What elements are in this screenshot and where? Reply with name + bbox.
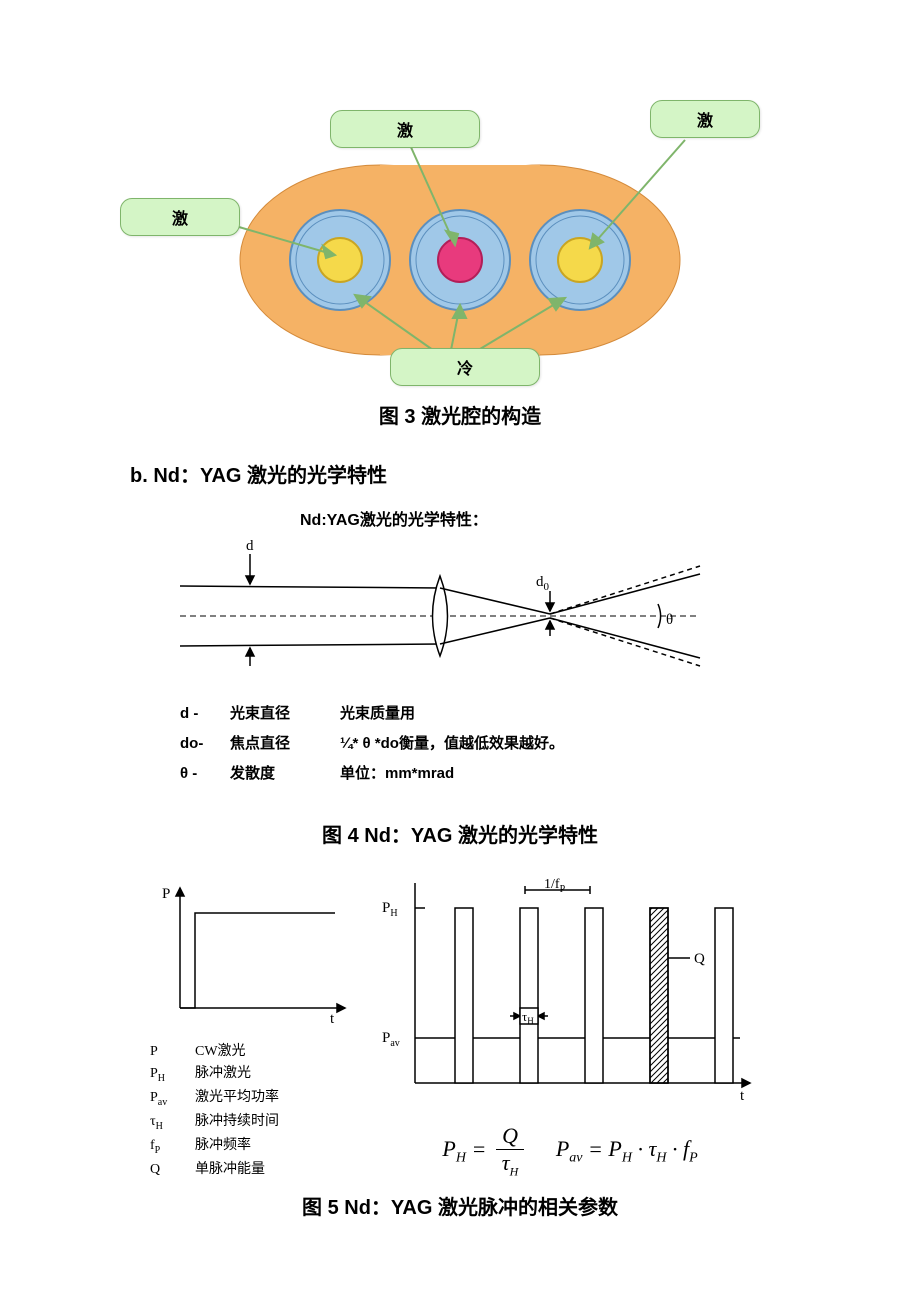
section-b-heading: b. Nd：YAG 激光的光学特性	[130, 459, 830, 488]
figure-5: P t PCW激光PH脉冲激光Pav激光平均功率τH脉冲持续时间fP脉冲频率Q单…	[90, 878, 830, 1220]
callout-cooling: 冷	[390, 348, 540, 386]
formula-frac: Q τH	[496, 1123, 525, 1179]
legend-term: 光束直径	[230, 699, 340, 729]
callout-label: 冷	[457, 361, 473, 378]
legend-row: do- 焦点直径 ¼* θ *do衡量，值越低效果越好。	[180, 729, 740, 759]
legend-text: 脉冲激光	[195, 1063, 251, 1087]
legend-symbol: PH	[150, 1063, 195, 1087]
figure-5-caption: 图 5 Nd：YAG 激光脉冲的相关参数	[90, 1191, 830, 1220]
figure-3-caption: 图 3 激光腔的构造	[90, 400, 830, 429]
legend-text: 单脉冲能量	[195, 1159, 265, 1181]
beam-label-theta: θ	[666, 612, 673, 628]
pulse-formula: PH = Q τH Pav = PH · τH · fP	[370, 1123, 770, 1179]
legend-row: fP脉冲频率	[150, 1135, 370, 1159]
legend-sym: d -	[180, 699, 230, 729]
callout-label: 激	[397, 123, 413, 140]
legend-row: PCW激光	[150, 1041, 370, 1063]
legend-row: θ - 发散度 单位：mm*mrad	[180, 759, 740, 789]
formula-PH: PH	[442, 1136, 466, 1161]
cavity-diagram: 激 激 激 冷	[140, 100, 780, 390]
pulse-legend: PCW激光PH脉冲激光Pav激光平均功率τH脉冲持续时间fP脉冲频率Q单脉冲能量	[150, 1041, 370, 1181]
legend-desc: ¼* θ *do衡量，值越低效果越好。	[340, 729, 740, 759]
figure-3: 激 激 激 冷 图 3 激光腔的构造	[90, 100, 830, 429]
callout-label: 激	[172, 211, 188, 228]
legend-symbol: fP	[150, 1135, 195, 1159]
legend-text: 脉冲频率	[195, 1135, 251, 1159]
legend-term: 焦点直径	[230, 729, 340, 759]
legend-row: d - 光束直径 光束质量用	[180, 699, 740, 729]
label-Pav: Pav	[382, 1030, 400, 1049]
pulse-cw-panel: P t PCW激光PH脉冲激光Pav激光平均功率τH脉冲持续时间fP脉冲频率Q单…	[150, 878, 370, 1181]
label-PH: PH	[382, 900, 398, 919]
legend-term: 发散度	[230, 759, 340, 789]
legend-text: CW激光	[195, 1041, 246, 1063]
label-1fp: 1/fP	[544, 878, 566, 895]
pulse-train-panel: PH Pav 1/fP τH Q t PH = Q τH Pav = PH ·	[370, 878, 770, 1181]
legend-sym: do-	[180, 729, 230, 759]
beam-label-d: d	[246, 538, 254, 554]
legend-row: Pav激光平均功率	[150, 1087, 370, 1111]
figure-4-caption: 图 4 Nd：YAG 激光的光学特性	[90, 819, 830, 848]
legend-sym: θ -	[180, 759, 230, 789]
pulse-diagram-wrap: P t PCW激光PH脉冲激光Pav激光平均功率τH脉冲持续时间fP脉冲频率Q单…	[150, 878, 770, 1181]
legend-row: PH脉冲激光	[150, 1063, 370, 1087]
legend-symbol: τH	[150, 1111, 195, 1135]
beam-inner-title: Nd:YAG激光的光学特性：	[300, 506, 740, 530]
legend-desc: 光束质量用	[340, 699, 740, 729]
pulse-svg: PH Pav 1/fP τH Q t	[370, 878, 770, 1108]
legend-text: 激光平均功率	[195, 1087, 279, 1111]
beam-svg: d d0 θ	[180, 536, 740, 676]
callout-rod: 激	[330, 110, 480, 148]
callout-right-lamp: 激	[650, 100, 760, 138]
callout-left-lamp: 激	[120, 198, 240, 236]
axis-t-label: t	[740, 1088, 745, 1104]
beam-diagram-wrap: Nd:YAG激光的光学特性：	[180, 506, 740, 789]
axis-P-label: P	[162, 886, 170, 902]
legend-desc: 单位：mm*mrad	[340, 759, 740, 789]
legend-symbol: P	[150, 1041, 195, 1063]
label-Q: Q	[694, 951, 705, 967]
legend-symbol: Q	[150, 1159, 195, 1181]
formula-Pav: Pav	[556, 1136, 583, 1161]
legend-text: 脉冲持续时间	[195, 1111, 279, 1135]
figure-4: Nd:YAG激光的光学特性：	[90, 506, 830, 848]
legend-row: τH脉冲持续时间	[150, 1111, 370, 1135]
axis-t-label: t	[330, 1011, 335, 1027]
callout-label: 激	[697, 113, 713, 130]
legend-symbol: Pav	[150, 1087, 195, 1111]
beam-legend: d - 光束直径 光束质量用 do- 焦点直径 ¼* θ *do衡量，值越低效果…	[180, 699, 740, 789]
legend-row: Q单脉冲能量	[150, 1159, 370, 1181]
beam-label-d0: d0	[536, 574, 550, 593]
cw-svg: P t	[150, 878, 360, 1028]
